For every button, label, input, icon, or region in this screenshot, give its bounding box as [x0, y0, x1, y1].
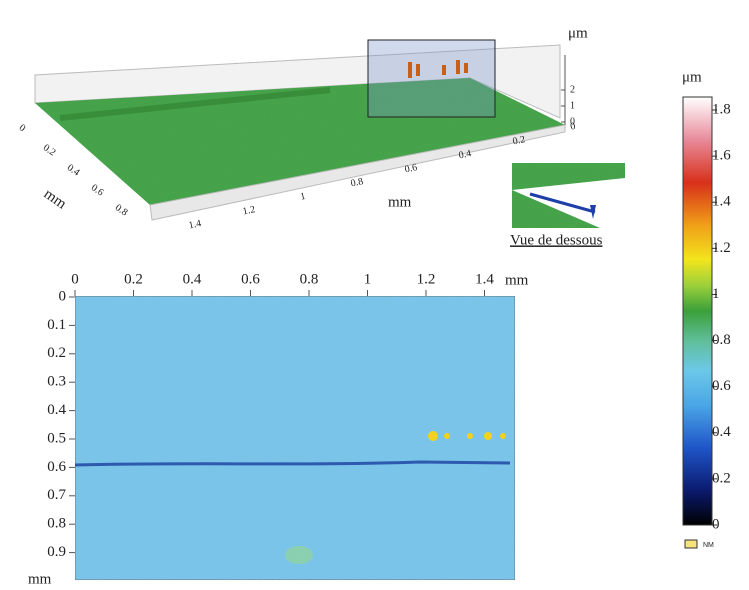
- colorbar-tick-label: 1.6: [712, 148, 731, 164]
- length-tick-label: 1: [299, 191, 306, 203]
- y-tick-label: 0.2: [47, 345, 66, 361]
- inset-caption: Vue de dessous: [510, 232, 603, 248]
- y-unit: mm: [28, 571, 52, 587]
- surface-3d: [34, 39, 566, 221]
- depth-tick-label: 0.4: [65, 162, 82, 178]
- colorbar-tick-label: 0.4: [712, 424, 731, 440]
- colorbar-tick-label: 0.2: [712, 470, 731, 486]
- y-tick-label: 0: [59, 288, 67, 304]
- spot: [285, 546, 313, 564]
- x-tick-label: 0.2: [124, 271, 143, 287]
- depth-tick-label: 0: [17, 122, 27, 134]
- colorbar-tick-label: 1: [712, 286, 720, 302]
- z-unit: μm: [568, 25, 588, 41]
- length-tick-label: 0.2: [512, 134, 527, 147]
- colorbar-unit: μm: [682, 69, 702, 85]
- colorbar-tick-label: 1.8: [712, 101, 731, 117]
- colorbar-tick-label: 0: [712, 516, 720, 532]
- zoom-box: [367, 39, 496, 118]
- z-tick-label: 1: [570, 100, 575, 111]
- y-tick-label: 0.6: [47, 459, 66, 475]
- depth-unit: mm: [41, 186, 70, 213]
- colorbar: [682, 96, 713, 526]
- colorbar-tick-label: 1.2: [712, 240, 731, 256]
- x-tick-label: 1.4: [475, 271, 494, 287]
- inset: [512, 163, 625, 228]
- z-tick-label: 2: [570, 84, 575, 95]
- x-tick-label: 1: [364, 271, 372, 287]
- y-tick-label: 0.3: [47, 374, 66, 390]
- x-tick-label: 0: [71, 271, 79, 287]
- y-tick-label: 0.9: [47, 544, 66, 560]
- defect-trace: [59, 87, 331, 121]
- colorbar-tick-label: 0.6: [712, 378, 731, 394]
- x-tick-label: 1.2: [417, 271, 436, 287]
- depth-tick-label: 0.6: [89, 182, 106, 198]
- peaks: [408, 60, 468, 78]
- y-tick-label: 0.7: [47, 487, 66, 503]
- length-tick-label: 1.4: [188, 218, 203, 231]
- length-tick-label: 0.6: [404, 162, 419, 175]
- y-tick-label: 0.5: [47, 430, 66, 446]
- colorbar-tick-label: 0.8: [712, 332, 731, 348]
- x-tick-label: 0.6: [241, 271, 260, 287]
- x-tick-label: 0.4: [183, 271, 202, 287]
- y-tick-label: 0.1: [47, 317, 66, 333]
- z-tick-label: 0: [570, 116, 575, 127]
- x-unit: mm: [505, 272, 529, 288]
- hot-spots: [428, 431, 506, 441]
- length-tick-label: 0: [569, 121, 576, 133]
- length-tick-label: 1.2: [242, 204, 257, 217]
- legend-label: NM: [703, 542, 714, 549]
- length-tick-label: 0.8: [350, 176, 365, 189]
- depth-tick-label: 0.2: [41, 142, 58, 158]
- back-wall: [34, 44, 561, 119]
- y-tick-label: 0.4: [47, 402, 66, 418]
- y-tick-label: 0.8: [47, 516, 66, 532]
- nm-swatch: [684, 539, 698, 549]
- colorbar-tick-label: 1.4: [712, 194, 731, 210]
- base-edge: [149, 124, 566, 221]
- defect-line: [74, 460, 511, 467]
- x-tick-label: 0.8: [300, 271, 319, 287]
- length-tick-label: 0.4: [458, 148, 473, 161]
- depth-tick-label: 0.8: [113, 202, 130, 218]
- length-unit: mm: [388, 194, 412, 210]
- height-map: [74, 295, 516, 581]
